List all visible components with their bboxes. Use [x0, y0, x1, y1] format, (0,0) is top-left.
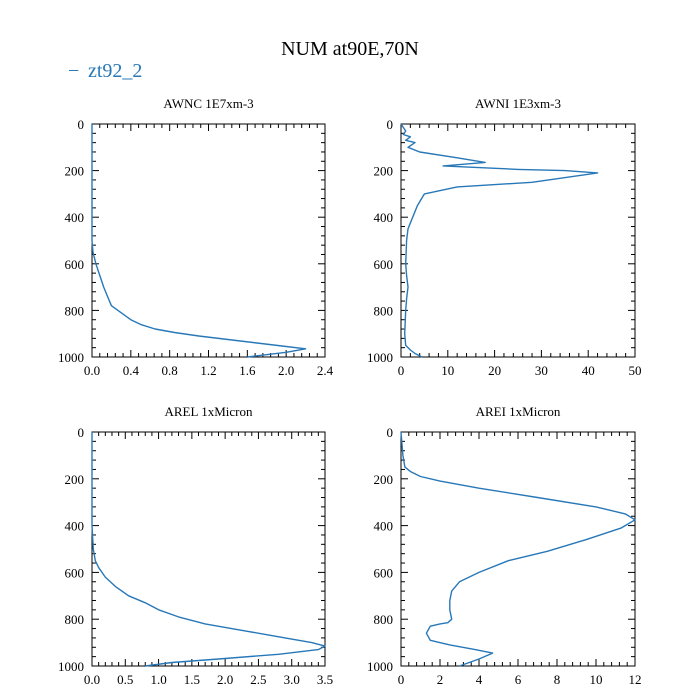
panel-title: AREI 1xMicron	[476, 404, 561, 419]
legend: − zt92_2	[68, 60, 142, 82]
x-tick-label: 1.2	[200, 363, 216, 378]
plot-frame	[400, 431, 636, 667]
series-line-zt92_2	[400, 431, 636, 667]
y-tick-label: 0	[387, 425, 394, 440]
x-tick-label: 4	[476, 672, 483, 687]
panel-1: AWNC 1E7xm-3 0.0 0.4 0.8 1.2 1.6 2.0 2.4 0 200 400…	[58, 96, 334, 378]
x-tick-label: 6	[515, 672, 522, 687]
y-tick-label: 1000	[367, 350, 393, 365]
plot-frame	[91, 123, 326, 358]
y-tick-label: 800	[374, 303, 394, 318]
y-tick-label: 400	[65, 210, 85, 225]
y-tick-label: 800	[65, 303, 85, 318]
x-tick-label: 1.0	[150, 672, 166, 687]
x-tick-label: 0	[398, 363, 405, 378]
panel-title: AWNI 1E3xm-3	[475, 96, 561, 111]
y-tick-label: 600	[65, 565, 85, 580]
y-tick-label: 600	[374, 257, 394, 272]
legend-label: zt92_2	[88, 60, 142, 82]
x-tick-label: 20	[488, 363, 501, 378]
x-tick-label: 0.5	[117, 672, 133, 687]
y-tick-label: 1000	[367, 659, 393, 674]
y-tick-label: 0	[78, 117, 85, 132]
series-line-zt92_2	[400, 123, 599, 358]
panel-3: AREL 1xMicron 0.0 0.5 1.0 1.5 2.0 2.5 3.0 3.5 0 20…	[58, 404, 333, 687]
plot-frame	[91, 431, 326, 667]
x-tick-label: 12	[629, 672, 642, 687]
x-tick-label: 1.6	[239, 363, 256, 378]
x-tick-label: 3.0	[284, 672, 300, 687]
x-tick-label: 0.4	[123, 363, 140, 378]
y-tick-label: 200	[65, 164, 85, 179]
x-tick-label: 10	[441, 363, 454, 378]
x-tick-label: 0.8	[162, 363, 178, 378]
y-tick-label: 400	[374, 210, 394, 225]
x-tick-label: 10	[590, 672, 603, 687]
y-tick-label: 1000	[58, 659, 84, 674]
x-tick-label: 8	[554, 672, 561, 687]
x-tick-label: 30	[535, 363, 548, 378]
x-tick-label: 1.5	[184, 672, 200, 687]
panel-2: AWNI 1E3xm-3 0 10 20 30 40 50 0 200 400 600 800 1000	[367, 96, 642, 378]
x-tick-label: 0	[398, 672, 405, 687]
x-tick-label: 2.4	[317, 363, 334, 378]
x-tick-label: 50	[629, 363, 642, 378]
x-tick-label: 40	[582, 363, 595, 378]
y-tick-label: 200	[374, 164, 394, 179]
y-tick-label: 200	[374, 472, 394, 487]
y-tick-label: 600	[65, 257, 85, 272]
x-tick-label: 3.5	[317, 672, 333, 687]
y-tick-label: 800	[374, 612, 394, 627]
panel-title: AREL 1xMicron	[165, 404, 253, 419]
y-tick-label: 200	[65, 472, 85, 487]
series-line-zt92_2	[91, 124, 307, 358]
y-tick-label: 600	[374, 565, 394, 580]
y-tick-label: 800	[65, 612, 85, 627]
figure-title: NUM at90E,70N	[281, 38, 419, 60]
x-tick-label: 2.0	[278, 363, 294, 378]
x-tick-label: 2.0	[217, 672, 233, 687]
x-tick-label: 2	[437, 672, 444, 687]
panel-4: AREI 1xMicron 0 2 4 6 8 10 12 0 200 400 600 800 1000	[367, 404, 642, 687]
y-tick-label: 400	[65, 519, 85, 534]
y-tick-label: 1000	[58, 350, 84, 365]
x-tick-label: 0.0	[84, 672, 100, 687]
series-line-zt92_2	[91, 432, 326, 667]
panel-title: AWNC 1E7xm-3	[163, 96, 253, 111]
y-tick-label: 400	[374, 519, 394, 534]
legend-line-icon: −	[68, 60, 79, 82]
plot-frame	[400, 123, 636, 358]
x-tick-label: 2.5	[250, 672, 266, 687]
x-tick-label: 0.0	[84, 363, 100, 378]
y-tick-label: 0	[78, 425, 85, 440]
y-tick-label: 0	[387, 117, 394, 132]
